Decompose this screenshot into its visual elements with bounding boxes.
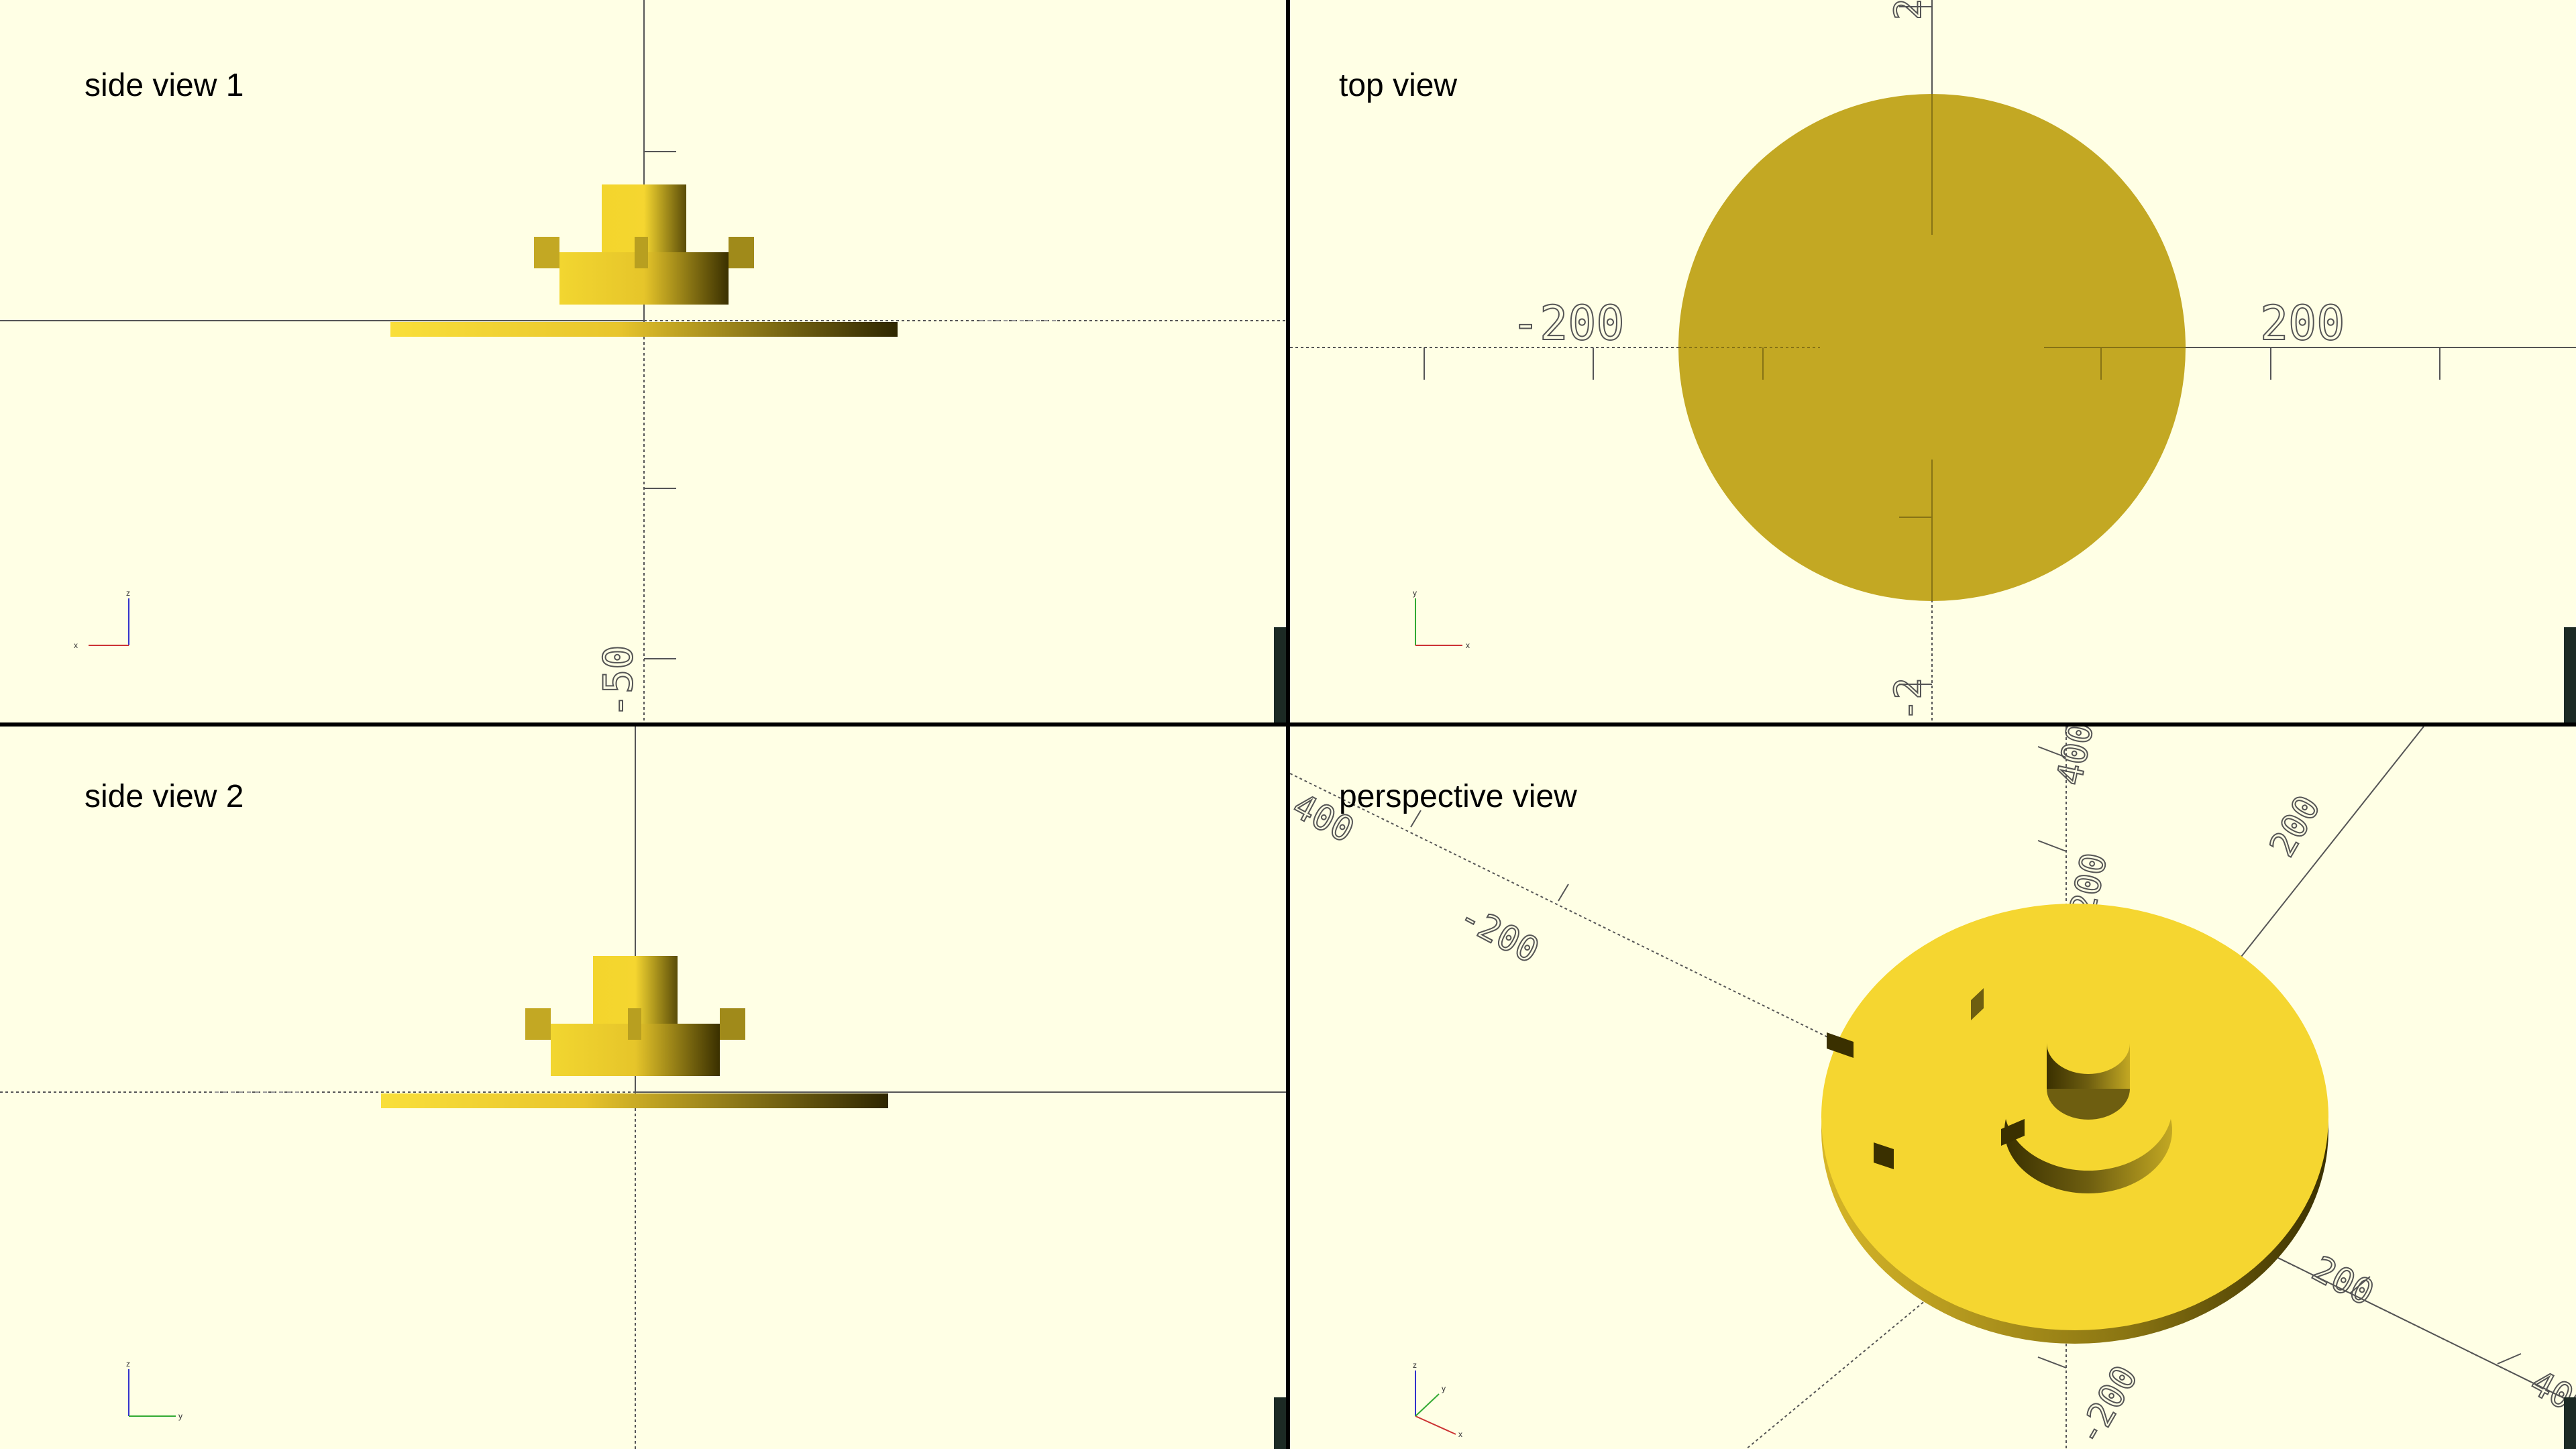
model-post-top	[2047, 1012, 2130, 1074]
viewport-top-view[interactable]: -200 200 2 -2 y x top view	[1290, 0, 2576, 722]
viewport-label: top view	[1339, 68, 1458, 103]
axis-label-neg200-left: -200	[1452, 897, 1546, 972]
svg-text:z: z	[126, 1359, 130, 1368]
viewport-scroll-handle	[2564, 1397, 2576, 1449]
model-base-plate	[381, 1093, 888, 1108]
perspective-view-canvas: 400 -200 200 200 200 -200 400 400	[1290, 727, 2576, 1449]
svg-text:x: x	[1466, 641, 1470, 650]
y-axis-tick-label-bottom: -2	[1887, 678, 1929, 721]
viewport-label: perspective view	[1339, 779, 1577, 814]
viewport-scroll-handle	[2564, 627, 2576, 722]
viewport-side-view-2[interactable]: z y side view 2	[0, 727, 1286, 1449]
axis-label-400-top: 400	[2049, 727, 2102, 789]
viewport-label: side view 1	[85, 68, 244, 103]
viewport-scroll-handle	[1274, 627, 1286, 722]
axes-xyz-icon: y x	[1413, 588, 1470, 650]
axes-xyz-icon: z y	[126, 1359, 182, 1421]
svg-text:z: z	[126, 588, 130, 598]
z-axis-tick-label: -50	[595, 645, 642, 718]
axis-label-200-top: 200	[2262, 789, 2328, 863]
model-tab-left	[534, 237, 559, 268]
viewport-label: side view 2	[85, 779, 244, 814]
model-tab-left	[525, 1008, 551, 1040]
model-disk-top	[1678, 94, 2186, 601]
model-tab-center	[628, 1008, 641, 1040]
axis-label-neg200-bottom: -200	[2069, 1359, 2146, 1449]
x-axis-tick-label-pos: 200	[2260, 296, 2345, 351]
svg-text:x: x	[1458, 1430, 1462, 1439]
y-axis-tick-label-top: 2	[1887, 0, 1929, 20]
svg-text:z: z	[1413, 1360, 1417, 1370]
model-tab-center	[635, 237, 648, 268]
viewport-side-view-1[interactable]: -50 z x side view 1	[0, 0, 1286, 722]
svg-text:x: x	[74, 641, 78, 650]
side-view-2-canvas: z y	[0, 727, 1286, 1449]
svg-text:y: y	[1442, 1384, 1446, 1393]
svg-text:y: y	[178, 1411, 182, 1421]
model-tabs	[1827, 988, 2025, 1169]
side-view-1-canvas: -50 z x	[0, 0, 1286, 722]
top-view-canvas: -200 200 2 -2 y x	[1290, 0, 2576, 722]
axis-label-200-right: 200	[2306, 1249, 2380, 1314]
viewport-perspective-view[interactable]: 400 -200 200 200 200 -200 400 400	[1290, 727, 2576, 1449]
x-axis-tick-label-neg: -200	[1511, 296, 1625, 351]
model-base-plate	[390, 322, 898, 337]
axes-xyz-icon: z x	[74, 588, 130, 650]
viewport-scroll-handle	[1274, 1397, 1286, 1449]
axes-xyz-icon: z x y	[1413, 1360, 1462, 1439]
model-tab-right	[729, 237, 754, 268]
model-tab-right	[720, 1008, 745, 1040]
svg-text:y: y	[1413, 588, 1417, 598]
